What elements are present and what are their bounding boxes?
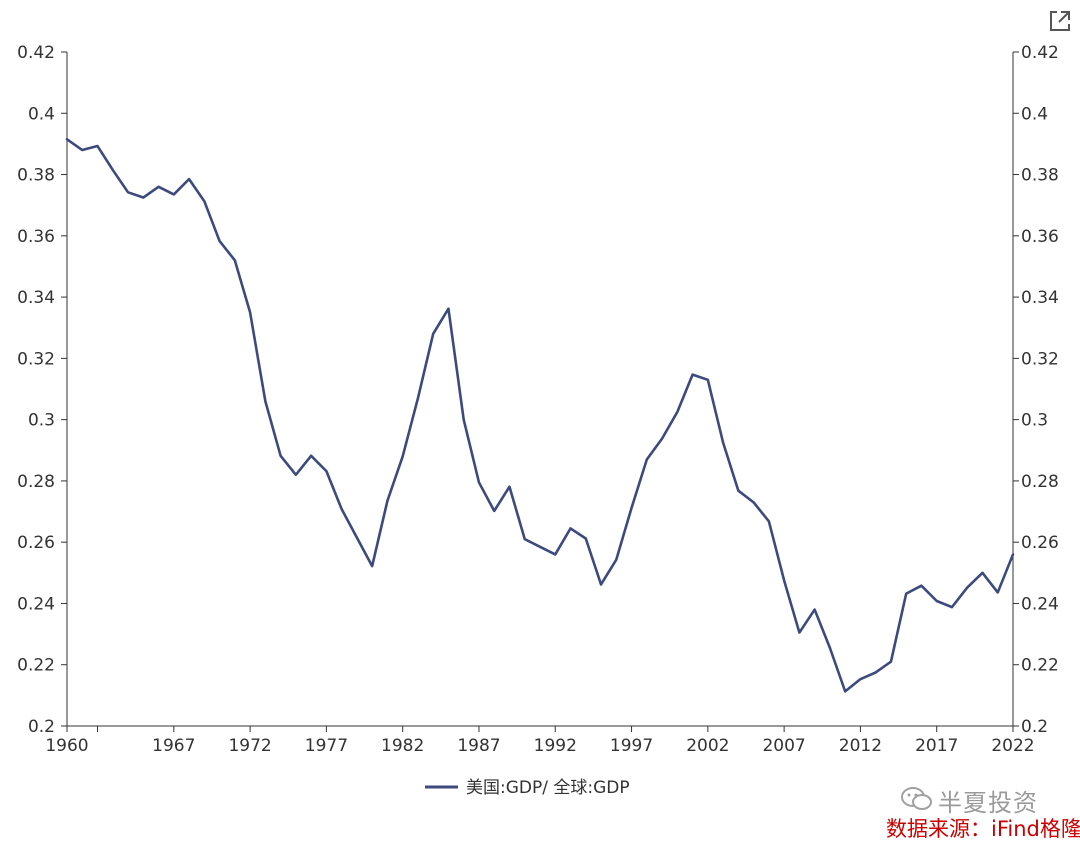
- left-y-tick-label: 0.34: [17, 288, 55, 308]
- x-tick-label: 1960: [45, 736, 88, 756]
- x-tick-label: 1992: [534, 736, 577, 756]
- left-y-tick-label: 0.36: [17, 227, 55, 247]
- right-y-tick-label: 0.32: [1021, 349, 1059, 369]
- wechat-icon: [900, 786, 934, 816]
- x-tick-label: 2012: [839, 736, 882, 756]
- left-y-tick-label: 0.32: [17, 349, 55, 369]
- right-y-tick-label: 0.4: [1021, 104, 1048, 124]
- x-axis: 1960 1967 1972 1977 1982 1987 1992 1997 2002 2007…: [45, 725, 1035, 756]
- x-tick-label: 1997: [610, 736, 653, 756]
- x-tick-label: 1972: [228, 736, 271, 756]
- right-y-tick-label: 0.38: [1021, 166, 1059, 186]
- legend[interactable]: 美国:GDP/ 全球:GDP: [425, 778, 630, 798]
- left-y-tick-label: 0.24: [17, 594, 55, 614]
- left-y-tick-label: 0.4: [28, 104, 55, 124]
- right-y-tick-label: 0.2: [1021, 717, 1048, 737]
- x-tick-label: 1987: [457, 736, 500, 756]
- left-y-axis: 0.2 0.22 0.24 0.26 0.28 0.3 0.32 0.34 0.36 0.38 0.…: [17, 43, 68, 737]
- right-y-tick-label: 0.26: [1021, 533, 1059, 553]
- series-line-0: [65, 138, 1015, 693]
- right-y-tick-label: 0.22: [1021, 656, 1059, 676]
- x-tick-label: 2002: [686, 736, 729, 756]
- right-y-tick-label: 0.34: [1021, 288, 1059, 308]
- watermark-source: 数据来源：iFind格隆汇: [886, 817, 1080, 841]
- right-y-tick-label: 0.3: [1021, 411, 1048, 431]
- watermark-brand: 半夏投资: [938, 789, 1038, 817]
- right-y-tick-label: 0.24: [1021, 594, 1059, 614]
- left-y-tick-label: 0.28: [17, 472, 55, 492]
- legend-label[interactable]: 美国:GDP/ 全球:GDP: [466, 778, 630, 798]
- left-y-tick-label: 0.26: [17, 533, 55, 553]
- expand-icon[interactable]: [1048, 9, 1072, 33]
- left-y-tick-label: 0.42: [17, 43, 55, 63]
- x-tick-label: 2022: [991, 736, 1034, 756]
- x-tick-label: 2007: [762, 736, 805, 756]
- right-y-axis: 0.2 0.22 0.24 0.26 0.28 0.3 0.32 0.34 0.36 0.38 0.…: [1012, 43, 1059, 737]
- left-y-tick-label: 0.38: [17, 166, 55, 186]
- x-tick-label: 1982: [381, 736, 424, 756]
- right-y-tick-label: 0.28: [1021, 472, 1059, 492]
- left-y-tick-label: 0.22: [17, 656, 55, 676]
- series-layer: [65, 138, 1015, 693]
- x-tick-label: 1977: [305, 736, 348, 756]
- x-tick-label: 1967: [152, 736, 195, 756]
- left-y-tick-label: 0.3: [28, 411, 55, 431]
- left-y-tick-label: 0.2: [28, 717, 55, 737]
- x-tick-label: 2017: [915, 736, 958, 756]
- right-y-tick-label: 0.36: [1021, 227, 1059, 247]
- right-y-tick-label: 0.42: [1021, 43, 1059, 63]
